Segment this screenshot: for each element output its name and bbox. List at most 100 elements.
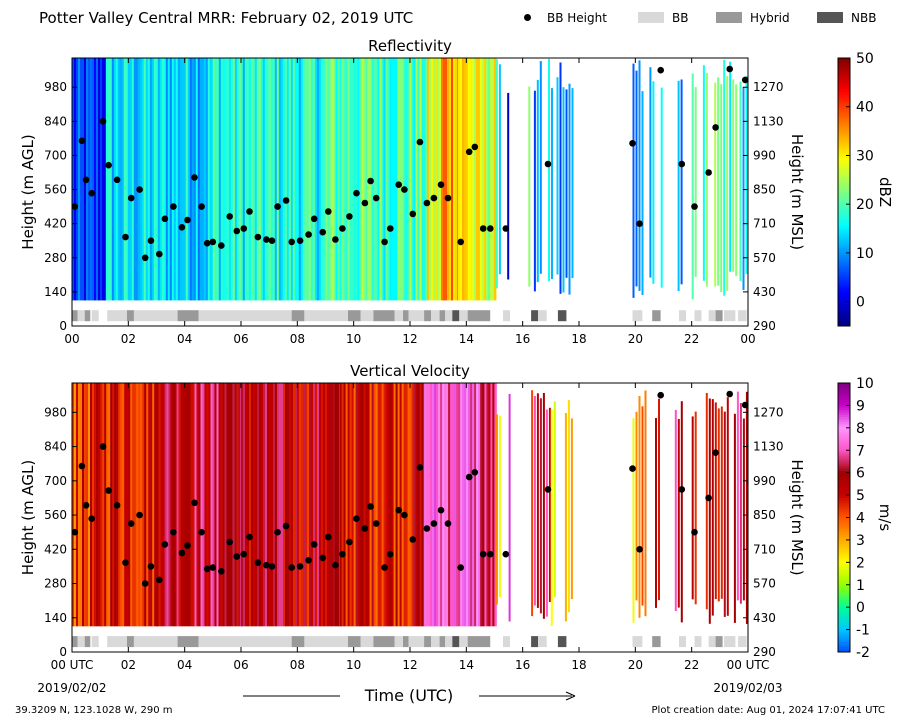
heatmap-column: [492, 383, 495, 627]
heatmap-column: [377, 58, 380, 301]
heatmap-column: [258, 58, 262, 301]
heatmap-column: [339, 383, 342, 627]
colorbar-cell: [838, 301, 850, 305]
regime-segment-bb: [91, 310, 99, 322]
heatmap-column: [453, 58, 456, 301]
y-tick-label: 280: [44, 251, 67, 265]
regime-segment-bb: [408, 636, 425, 648]
bb-height-point: [361, 199, 369, 207]
heatmap-column: [244, 58, 248, 301]
heatmap-column: [236, 383, 239, 627]
heatmap-column: [204, 383, 207, 627]
y-tick-label: 140: [44, 285, 67, 299]
heatmap-column: [190, 383, 193, 627]
y-tick-label: 980: [44, 405, 67, 419]
bb-height-point: [544, 486, 552, 493]
bb-height-point: [240, 225, 248, 232]
heatmap-column: [123, 58, 127, 301]
y-tick-label: 140: [44, 611, 67, 625]
bb-height-point: [141, 580, 149, 587]
heatmap-column: [110, 383, 113, 627]
colorbar-cell: [838, 475, 850, 479]
colorbar-cell: [838, 436, 850, 440]
bb-height-point: [288, 564, 296, 571]
heatmap-column: [430, 58, 434, 301]
bb-height-point: [387, 225, 394, 232]
regime-segment-bb: [394, 636, 403, 648]
heatmap-column: [460, 383, 463, 627]
heatmap-column: [78, 383, 81, 627]
colorbar-cell: [838, 583, 850, 587]
regime-segment-bb: [679, 310, 686, 322]
bb-height-point: [105, 487, 112, 494]
regime-strip: [72, 310, 747, 322]
colorbar-cell: [838, 563, 850, 567]
regime-segment-nbb: [557, 636, 567, 648]
heatmap-column: [434, 383, 437, 627]
bb-height-point: [191, 174, 198, 181]
heatmap-column: [175, 58, 179, 301]
regime-segment-hybrid: [348, 636, 361, 648]
heatmap-column: [320, 58, 324, 301]
heatmap-column: [468, 383, 471, 627]
heatmap-column: [428, 383, 431, 627]
heatmap-column: [539, 61, 542, 274]
regime-segment-bb: [679, 636, 686, 648]
heatmap-column: [495, 59, 498, 289]
colorbar-tick-label: 40: [856, 100, 874, 116]
regime-segment-nbb: [452, 636, 460, 648]
heatmap-column: [677, 80, 680, 292]
regime-segment-hybrid: [84, 636, 91, 648]
heatmap-column: [660, 87, 663, 288]
heatmap-column: [379, 383, 382, 627]
regime-segment-bb: [408, 310, 425, 322]
heatmap-column: [199, 58, 203, 301]
heatmap-column: [331, 383, 334, 627]
heatmap-column: [249, 383, 252, 627]
colorbar-cell: [838, 573, 850, 577]
heatmap-column: [423, 58, 426, 301]
colorbar-cell: [838, 209, 850, 212]
heatmap-column: [240, 58, 244, 301]
bb-height-point: [122, 559, 129, 566]
bb-height-point: [319, 554, 327, 562]
heatmap-column: [186, 383, 189, 627]
heatmap-column: [220, 58, 224, 301]
regime-segment-bb: [632, 310, 643, 322]
regime-segment-bb: [77, 310, 85, 322]
colorbar-cell: [838, 546, 850, 550]
colorbar-cell: [838, 610, 850, 614]
colorbar-cell: [838, 497, 850, 501]
heatmap-column: [339, 58, 342, 301]
heatmap-column: [632, 418, 635, 623]
heatmap-column: [559, 62, 562, 294]
heatmap-column: [189, 58, 193, 301]
y2-axis: 290 430 570 710 850 990 1130 1270: [743, 80, 784, 333]
colorbar-cell: [838, 515, 850, 518]
colorbar-cell: [838, 505, 850, 509]
colorbar-tick-label: 50: [856, 51, 874, 67]
heatmap-column: [432, 383, 435, 627]
colorbar-cell: [838, 471, 850, 474]
heatmap-column: [720, 406, 723, 599]
heatmap-column: [492, 58, 495, 301]
heatmap-column: [127, 58, 131, 301]
heatmap-column: [179, 58, 183, 301]
regime-segment-bb: [198, 310, 292, 322]
colorbar-cell: [838, 211, 850, 215]
heatmap-column: [301, 383, 304, 627]
x-tick-label: 10: [346, 332, 361, 346]
bb-height-point: [457, 564, 465, 571]
colorbar-cell: [838, 101, 850, 105]
colorbar-cell: [838, 323, 850, 327]
bb-height-point: [274, 203, 281, 210]
x-tick-label: 06: [233, 658, 248, 672]
heatmap-column: [436, 383, 439, 627]
colorbar-cell: [838, 529, 850, 533]
legend-swatch-bb: [638, 12, 664, 23]
colorbar-cell: [838, 131, 850, 135]
heatmap-column: [136, 383, 139, 627]
heatmap-column: [389, 383, 392, 627]
colorbar-cell: [838, 162, 850, 166]
bb-height-point: [209, 564, 217, 571]
